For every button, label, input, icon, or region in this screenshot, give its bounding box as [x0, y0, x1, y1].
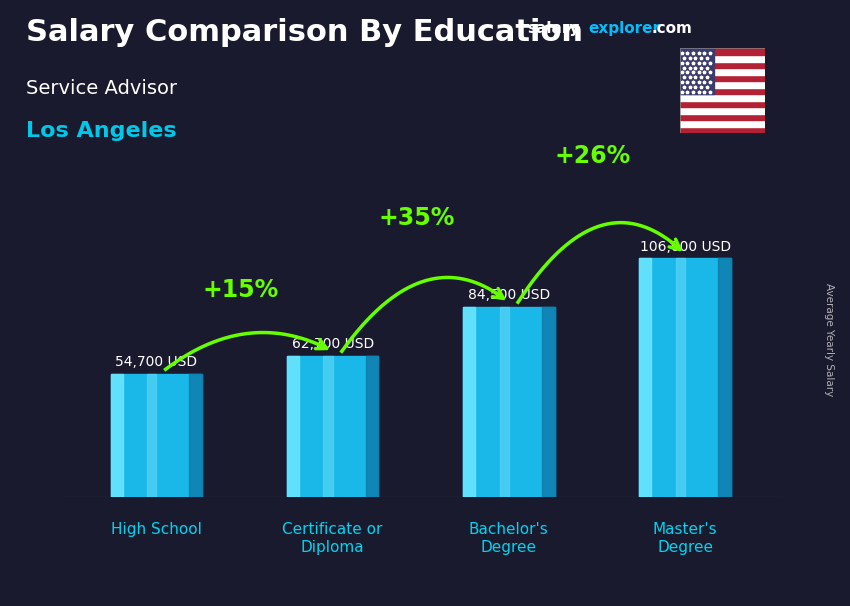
Bar [680, 48, 765, 55]
Text: +15%: +15% [202, 278, 279, 302]
Bar [110, 374, 122, 497]
Bar [680, 127, 765, 133]
Text: 84,500 USD: 84,500 USD [468, 288, 550, 302]
Bar [463, 307, 555, 497]
Text: explorer: explorer [588, 21, 660, 36]
Bar [718, 258, 731, 497]
Text: 106,000 USD: 106,000 USD [639, 239, 731, 253]
Bar [110, 374, 202, 497]
Text: .com: .com [652, 21, 693, 36]
Text: +35%: +35% [378, 206, 455, 230]
Bar [676, 258, 685, 497]
Bar [541, 307, 555, 497]
Text: Salary Comparison By Education: Salary Comparison By Education [26, 18, 582, 47]
Text: Los Angeles: Los Angeles [26, 121, 176, 141]
Bar [680, 120, 765, 127]
Bar [680, 75, 765, 81]
Bar [639, 258, 731, 497]
Bar [680, 81, 765, 88]
Bar [286, 356, 298, 497]
Bar [680, 68, 765, 75]
Bar [680, 55, 765, 62]
Bar [680, 94, 765, 101]
Text: 62,700 USD: 62,700 USD [292, 337, 374, 351]
Bar [500, 307, 509, 497]
Text: Certificate or
Diploma: Certificate or Diploma [282, 522, 382, 554]
Text: High School: High School [111, 522, 201, 537]
Text: +26%: +26% [554, 144, 631, 168]
Bar [680, 101, 765, 107]
Text: Average Yearly Salary: Average Yearly Salary [824, 283, 834, 396]
Bar [680, 48, 714, 94]
Text: 54,700 USD: 54,700 USD [116, 355, 197, 369]
Bar [680, 62, 765, 68]
Text: Bachelor's
Degree: Bachelor's Degree [469, 522, 549, 554]
Bar [366, 356, 378, 497]
Bar [286, 356, 378, 497]
Text: Service Advisor: Service Advisor [26, 79, 177, 98]
Bar [324, 356, 332, 497]
Bar [147, 374, 156, 497]
Bar [190, 374, 202, 497]
Bar [680, 114, 765, 120]
Text: salary: salary [527, 21, 580, 36]
Bar [639, 258, 651, 497]
Bar [680, 88, 765, 94]
Bar [463, 307, 475, 497]
Bar [680, 107, 765, 114]
Text: Master's
Degree: Master's Degree [653, 522, 717, 554]
